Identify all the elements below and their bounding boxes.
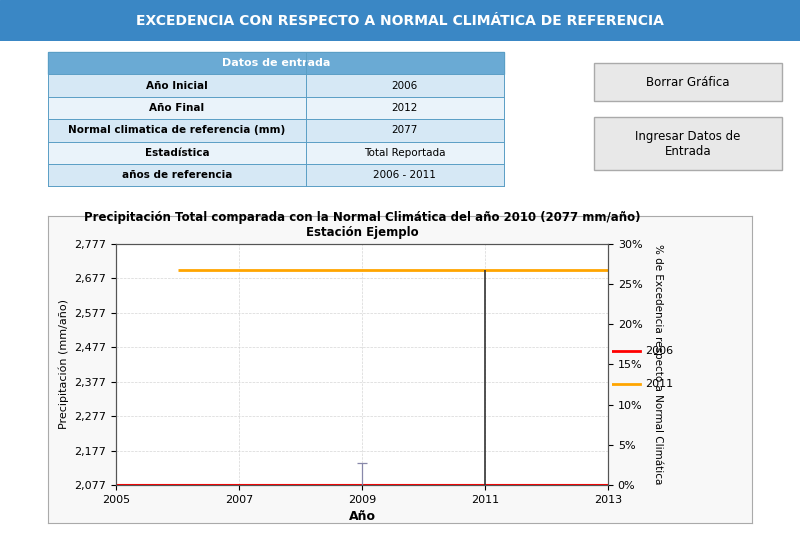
Text: 2006: 2006 [646,346,674,356]
Title: Precipitación Total comparada con la Normal Climática del año 2010 (2077 mm/año): Precipitación Total comparada con la Nor… [84,210,640,238]
Text: EXCEDENCIA CON RESPECTO A NORMAL CLIMÁTICA DE REFERENCIA: EXCEDENCIA CON RESPECTO A NORMAL CLIMÁTI… [136,14,664,27]
Bar [306,164,504,186]
Text: Ingresar Datos de
Entrada: Ingresar Datos de Entrada [635,130,741,158]
X-axis label: Año: Año [349,510,375,523]
Text: Año Final: Año Final [150,103,204,113]
Text: 2011: 2011 [646,379,674,389]
Bar [306,97,504,119]
Text: años de referencia: años de referencia [122,170,232,180]
Bar [48,164,306,186]
Text: 2006: 2006 [392,81,418,90]
Bar [48,52,504,75]
Text: Total Reportada: Total Reportada [364,148,446,158]
Y-axis label: % de Excedencia respecto a Normal Climática: % de Excedencia respecto a Normal Climát… [653,244,663,484]
FancyBboxPatch shape [594,63,782,101]
Text: Borrar Gráfica: Borrar Gráfica [646,76,730,89]
Bar [48,141,306,164]
Bar [48,97,306,119]
Text: Estadística: Estadística [145,148,209,158]
Bar [48,75,306,97]
Bar [306,75,504,97]
Text: Normal climatica de referencia (mm): Normal climatica de referencia (mm) [68,125,286,135]
Text: 2012: 2012 [392,103,418,113]
Text: Datos de entrada: Datos de entrada [222,58,330,68]
Bar [306,141,504,164]
Text: 2077: 2077 [392,125,418,135]
Text: Año Inicial: Año Inicial [146,81,208,90]
Bar [48,119,306,141]
Bar [306,119,504,141]
Y-axis label: Precipitación (mm/año): Precipitación (mm/año) [58,299,69,430]
Text: 2006 - 2011: 2006 - 2011 [374,170,436,180]
FancyBboxPatch shape [594,117,782,170]
